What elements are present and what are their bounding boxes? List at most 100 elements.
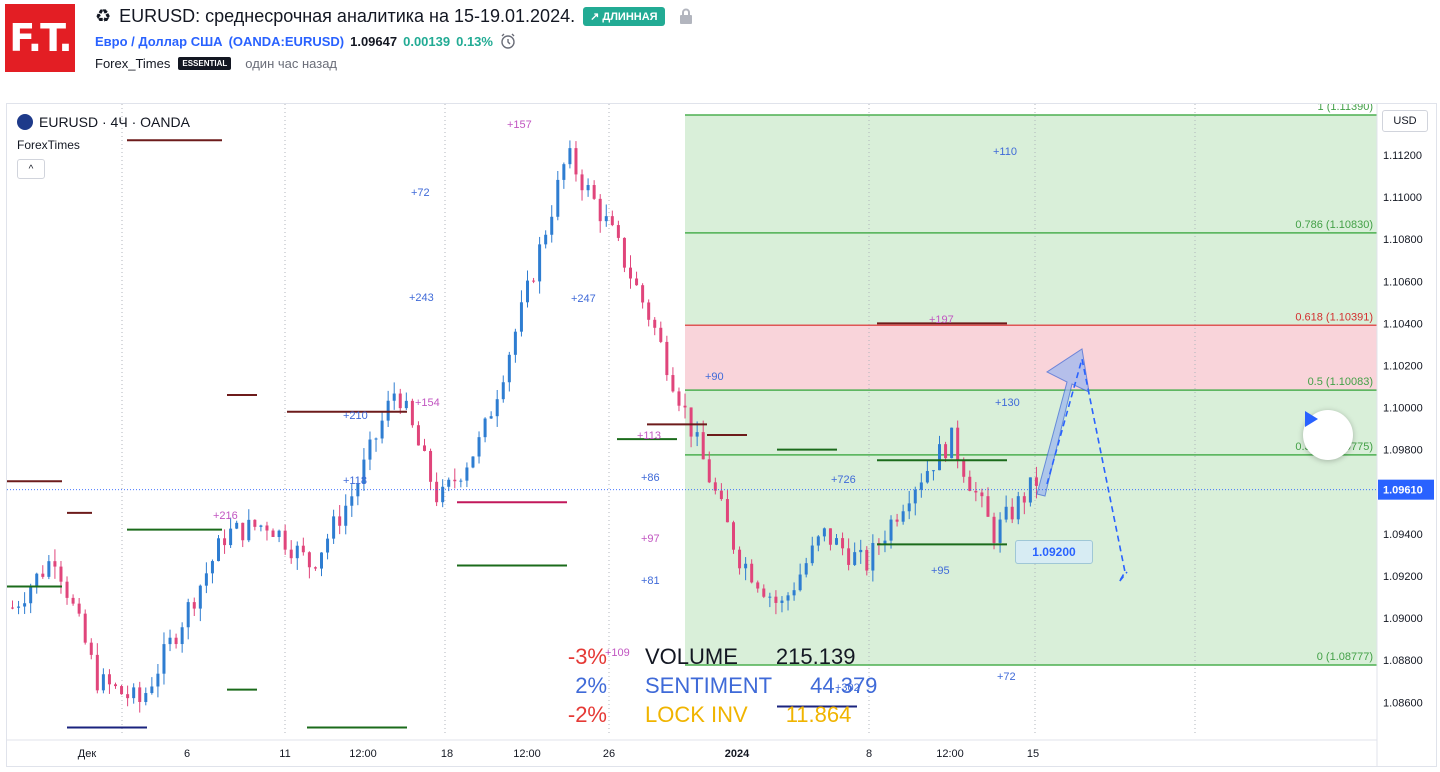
time-axis-label: 18	[441, 748, 453, 760]
candle-body	[653, 319, 657, 328]
time-axis-label: 12:00	[936, 748, 964, 760]
candle-body	[980, 492, 984, 497]
symbol-ticker-link[interactable]: (OANDA:EURUSD)	[228, 33, 345, 49]
candle-body	[635, 278, 639, 286]
stats-volume-label: VOLUME	[645, 644, 738, 669]
candle-body	[750, 563, 754, 583]
candle-body	[762, 588, 766, 597]
candle-body	[519, 302, 523, 332]
candle-body	[695, 432, 699, 437]
trade-annotation: +86	[641, 472, 660, 484]
stats-row-lockinv: -2% LOCK INV 11.864	[567, 700, 877, 729]
candle-body	[386, 400, 390, 421]
candle-body	[853, 552, 857, 565]
candle-body	[677, 391, 681, 406]
candle-body	[883, 540, 887, 545]
candle-body	[901, 511, 905, 522]
price-chart[interactable]: 1 (1.11390) 0.786 (1.10830) 0.618 (1.10391…	[6, 103, 1437, 767]
indicator-name[interactable]: ForexTimes	[17, 138, 80, 152]
candle-body	[29, 587, 33, 604]
idea-title: ♻ EURUSD: среднесрочная аналитика на 15-…	[95, 5, 693, 27]
time-axis-label: 8	[866, 748, 872, 760]
candle-body	[271, 530, 275, 538]
candle-body	[380, 420, 384, 439]
candle-body	[944, 444, 948, 459]
candle-body	[416, 425, 420, 446]
candle-body	[247, 519, 251, 541]
candle-body	[338, 516, 342, 526]
current-price-tag	[1378, 479, 1434, 500]
candle-body	[501, 382, 505, 400]
fib-label: 0.618 (1.10391)	[1295, 311, 1373, 323]
candle-body	[641, 285, 645, 303]
candle-body	[738, 549, 742, 569]
candle-body	[532, 280, 536, 282]
candle-body	[828, 528, 832, 545]
candle-body	[223, 538, 227, 546]
trade-annotation: +157	[507, 119, 532, 131]
candle-body	[744, 563, 748, 569]
candle-body	[368, 439, 372, 460]
candle-body	[544, 234, 548, 245]
trade-annotation: +197	[929, 314, 954, 326]
candle-body	[986, 496, 990, 517]
candle-body	[168, 637, 172, 645]
alarm-clock-icon[interactable]	[499, 32, 517, 50]
chart-legend[interactable]: EURUSD · 4Ч · OANDA	[17, 114, 190, 130]
trade-annotation: +97	[641, 533, 660, 545]
candle-body	[447, 479, 451, 487]
candle-body	[47, 561, 51, 577]
candle-body	[459, 480, 463, 482]
symbol-name-link[interactable]: Евро / Доллар США	[95, 33, 223, 49]
candle-body	[204, 573, 208, 586]
candle-body	[810, 545, 814, 564]
candle-body	[816, 536, 820, 546]
candle-body	[53, 561, 57, 567]
brand-logo[interactable]: F.T.	[5, 4, 75, 72]
candle-body	[586, 185, 590, 191]
candle-body	[968, 476, 972, 491]
play-button[interactable]	[1303, 410, 1353, 460]
candle-body	[229, 528, 233, 546]
candle-body	[598, 198, 602, 222]
candle-body	[423, 445, 426, 451]
time-axis-label: 12:00	[349, 748, 377, 760]
candle-body	[465, 467, 469, 481]
candle-body	[768, 596, 772, 598]
price-axis-label: 1.10400	[1383, 318, 1423, 330]
fib-label: 0.786 (1.10830)	[1295, 219, 1373, 231]
collapse-indicators-button[interactable]: ^	[17, 159, 45, 179]
candle-body	[301, 545, 305, 553]
candle-body	[956, 427, 960, 461]
candle-body	[925, 471, 929, 483]
candle-body	[59, 566, 63, 582]
trade-annotation: +81	[641, 575, 660, 587]
candle-body	[719, 490, 723, 500]
candle-body	[713, 482, 717, 491]
candle-body	[538, 244, 542, 282]
candle-body	[550, 216, 554, 235]
author-link[interactable]: Forex_Times	[95, 56, 171, 71]
candle-body	[41, 573, 45, 577]
candle-body	[798, 574, 802, 591]
price-axis-label: 1.09800	[1383, 445, 1423, 457]
candle-body	[71, 597, 75, 604]
candle-body	[889, 519, 893, 541]
candle-body	[725, 499, 729, 523]
price-axis-label: 1.11000	[1383, 192, 1422, 204]
candle-body	[919, 482, 923, 490]
lock-icon	[679, 8, 692, 24]
trade-annotation: +130	[995, 397, 1020, 409]
trade-annotation: +726	[831, 474, 856, 486]
candle-body	[707, 459, 711, 483]
target-price-label: 1.09200	[1015, 540, 1093, 564]
candle-body	[580, 174, 584, 191]
candle-body	[938, 444, 941, 471]
candle-body	[1004, 506, 1008, 520]
candle-body	[265, 525, 269, 531]
candle-body	[526, 280, 529, 303]
trade-annotation: +110	[993, 146, 1017, 158]
candle-body	[804, 563, 808, 575]
currency-button[interactable]: USD	[1382, 110, 1428, 132]
trade-annotation: +95	[931, 565, 950, 577]
